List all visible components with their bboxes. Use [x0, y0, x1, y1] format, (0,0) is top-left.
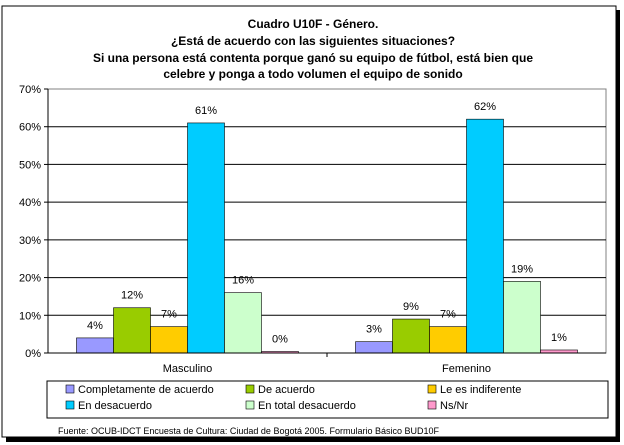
- x-tick-label-1: Femenino: [442, 363, 491, 375]
- legend-label-0: Completamente de acuerdo: [78, 384, 214, 396]
- bar-femenino-series-0: [355, 341, 393, 354]
- y-axis: 0% 10% 20% 30% 40% 50% 60% 70%: [19, 84, 49, 360]
- y-tick-label-70: 70%: [19, 84, 41, 96]
- data-label-masculino-series-4: 16%: [232, 275, 254, 287]
- y-tick-label-50: 50%: [19, 159, 41, 171]
- y-tick-label-10: 10%: [19, 310, 41, 322]
- legend-label-1: De acuerdo: [258, 384, 315, 396]
- legend-swatch-0: [65, 384, 75, 394]
- y-tick-label-30: 30%: [19, 235, 41, 247]
- y-tick-label-20: 20%: [19, 273, 41, 285]
- y-tick-label-0: 0%: [25, 348, 41, 360]
- data-label-masculino-series-5: 0%: [272, 333, 288, 345]
- legend: Completamente de acuerdo De acuerdo Le es …: [65, 384, 521, 412]
- bar-masculino-series-3: [187, 122, 225, 354]
- chart-title-line-3: Si una persona está contenta porque ganó…: [93, 51, 533, 65]
- data-label-femenino-series-3: 62%: [474, 101, 496, 113]
- bar-masculino-series-1: [113, 307, 151, 354]
- data-label-femenino-series-0: 3%: [366, 324, 382, 336]
- data-label-masculino-series-3: 61%: [195, 105, 217, 117]
- data-label-masculino-series-2: 7%: [161, 309, 177, 321]
- bar-masculino-series-4: [224, 292, 262, 354]
- y-tick-label-40: 40%: [19, 197, 41, 209]
- chart-title-line-2: ¿Está de acuerdo con las siguientes situ…: [171, 34, 455, 48]
- legend-label-4: En total desacuerdo: [258, 400, 356, 412]
- data-labels: 4% 12% 7% 61% 16% 0% 3% 9% 7% 62% 19% 1%: [87, 101, 567, 345]
- data-label-femenino-series-2: 7%: [440, 309, 456, 321]
- x-tick-label-0: Masculino: [163, 363, 213, 375]
- bar-femenino-series-3: [466, 118, 504, 354]
- legend-swatch-5: [427, 400, 437, 410]
- legend-swatch-3: [65, 400, 75, 410]
- x-axis: Masculino Femenino: [48, 352, 606, 375]
- bar-masculino-series-2: [150, 326, 188, 354]
- data-label-masculino-series-1: 12%: [121, 290, 143, 302]
- data-label-femenino-series-1: 9%: [403, 301, 419, 313]
- legend-swatch-4: [245, 400, 255, 410]
- legend-swatch-2: [427, 384, 437, 394]
- legend-label-2: Le es indiferente: [440, 384, 521, 396]
- data-label-femenino-series-5: 1%: [551, 332, 567, 344]
- source-note: Fuente: OCUB-IDCT Encuesta de Cultura: C…: [58, 426, 440, 436]
- bars: [76, 118, 578, 354]
- chart-title-line-1: Cuadro U10F - Género.: [248, 17, 379, 31]
- bar-masculino-series-0: [76, 337, 114, 354]
- bar-femenino-series-2: [429, 326, 467, 354]
- chart-title-line-4: celebre y ponga a todo volumen el equipo…: [163, 67, 462, 81]
- data-label-masculino-series-0: 4%: [87, 320, 103, 332]
- legend-swatch-1: [245, 384, 255, 394]
- y-tick-label-60: 60%: [19, 122, 41, 134]
- legend-label-3: En desacuerdo: [78, 400, 152, 412]
- bar-femenino-series-1: [392, 318, 430, 354]
- legend-label-5: Ns/Nr: [440, 400, 468, 412]
- legend-box: [46, 380, 609, 419]
- bar-femenino-series-4: [503, 281, 541, 354]
- data-label-femenino-series-4: 19%: [511, 263, 533, 275]
